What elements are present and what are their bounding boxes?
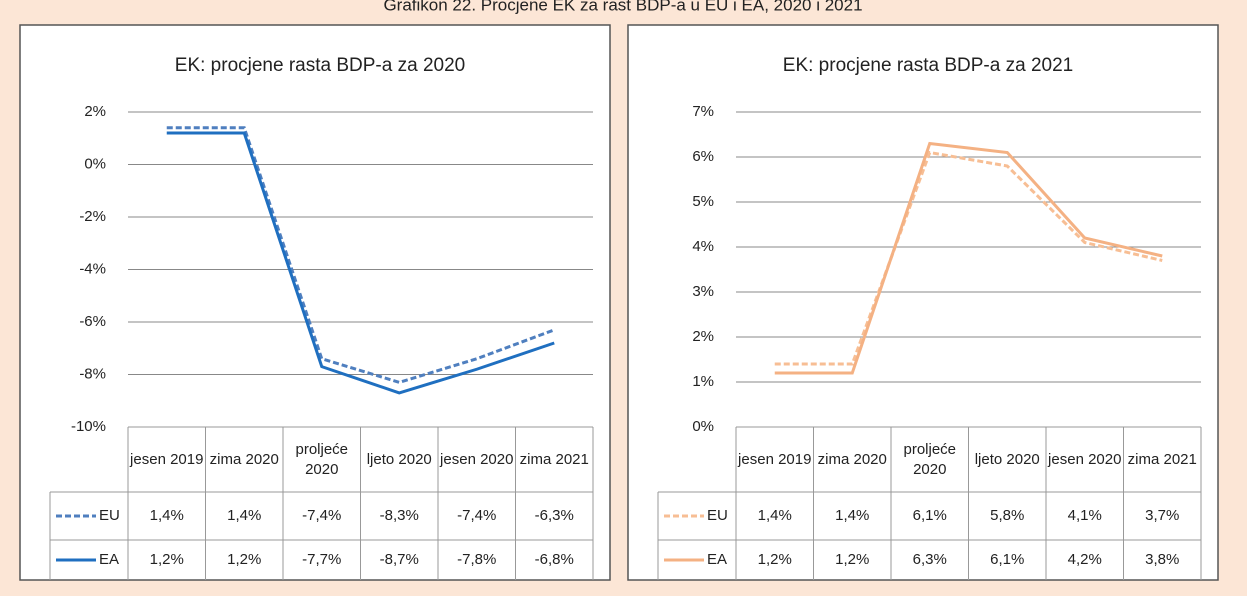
x-tick-cell: proljeće 2020 (295, 440, 349, 478)
y-tick-label: 3% (692, 283, 714, 300)
x-tick-label: ljeto 2020 (974, 450, 1040, 468)
value-label: 1,2% (835, 551, 869, 568)
value-label: 4,2% (1068, 551, 1102, 568)
y-tick-label: -8% (79, 365, 106, 382)
x-tick-cell: zima 2021 (1127, 450, 1197, 468)
panel-box (19, 24, 611, 581)
y-tick-label: -10% (71, 418, 106, 435)
x-tick-cell: jesen 2020 (1048, 450, 1122, 468)
value-label: 5,8% (990, 507, 1024, 524)
value-label: 6,1% (913, 507, 947, 524)
panel-box (627, 24, 1219, 581)
value-label: 1,2% (227, 551, 261, 568)
chart-panel: EK: procjene rasta BDP-a za 2020 2% 0% -2% -… (19, 24, 611, 581)
value-label: 3,8% (1145, 551, 1179, 568)
value-label: 1,4% (227, 507, 261, 524)
y-tick-label: -4% (79, 260, 106, 277)
y-tick-label: -2% (79, 208, 106, 225)
value-label: -7,4% (457, 507, 496, 524)
value-label: -8,7% (380, 551, 419, 568)
x-tick-label: jesen 2019 (738, 450, 812, 468)
y-tick-label: 6% (692, 148, 714, 165)
x-tick-cell: jesen 2020 (440, 450, 514, 468)
y-tick-label: 0% (84, 155, 106, 172)
x-tick-cell: zima 2020 (817, 450, 887, 468)
legend-label: EU (707, 507, 728, 524)
value-label: 1,4% (758, 507, 792, 524)
x-tick-cell: jesen 2019 (738, 450, 812, 468)
y-tick-label: 0% (692, 418, 714, 435)
series-line (166, 131, 555, 395)
figure-title: Grafikon 22. Procjene EK za rast BDP-a u… (383, 0, 862, 14)
x-tick-cell: ljeto 2020 (366, 450, 432, 468)
chart-title: EK: procjene rasta BDP-a za 2021 (783, 55, 1073, 76)
x-tick-label: zima 2021 (1127, 450, 1197, 468)
x-tick-label: jesen 2020 (440, 450, 514, 468)
x-tick-cell: zima 2020 (209, 450, 279, 468)
chart-title: EK: procjene rasta BDP-a za 2020 (175, 55, 465, 76)
series-line (774, 150, 1163, 366)
x-tick-cell: jesen 2019 (130, 450, 204, 468)
value-label: -7,7% (302, 551, 341, 568)
value-label: -8,3% (380, 507, 419, 524)
value-label: 1,4% (835, 507, 869, 524)
y-tick-label: 4% (692, 238, 714, 255)
legend-label: EU (99, 507, 120, 524)
value-label: 1,4% (150, 507, 184, 524)
value-label: 1,2% (150, 551, 184, 568)
value-label: -7,4% (302, 507, 341, 524)
y-tick-label: 7% (692, 103, 714, 120)
value-label: 6,3% (913, 551, 947, 568)
value-label: -7,8% (457, 551, 496, 568)
y-tick-label: 5% (692, 193, 714, 210)
x-tick-cell: ljeto 2020 (974, 450, 1040, 468)
value-label: 3,7% (1145, 507, 1179, 524)
x-tick-label: ljeto 2020 (366, 450, 432, 468)
chart-panel: EK: procjene rasta BDP-a za 2021 7% 6% 5% 4%… (627, 24, 1219, 581)
x-tick-label: zima 2021 (519, 450, 589, 468)
x-tick-label: jesen 2019 (130, 450, 204, 468)
value-label: 1,2% (758, 551, 792, 568)
series-line (774, 141, 1163, 375)
x-tick-cell: zima 2021 (519, 450, 589, 468)
y-tick-label: 2% (692, 328, 714, 345)
legend-label: EA (99, 551, 119, 568)
value-label: -6,8% (535, 551, 574, 568)
x-tick-label: proljeće 2020 (903, 440, 957, 478)
x-tick-label: proljeće 2020 (295, 440, 349, 478)
x-tick-label: zima 2020 (209, 450, 279, 468)
value-label: 4,1% (1068, 507, 1102, 524)
y-tick-label: 1% (692, 373, 714, 390)
x-tick-cell: proljeće 2020 (903, 440, 957, 478)
y-tick-label: -6% (79, 313, 106, 330)
value-label: 6,1% (990, 551, 1024, 568)
x-tick-label: zima 2020 (817, 450, 887, 468)
y-tick-label: 2% (84, 103, 106, 120)
series-line (166, 126, 555, 384)
legend-label: EA (707, 551, 727, 568)
x-tick-label: jesen 2020 (1048, 450, 1122, 468)
value-label: -6,3% (535, 507, 574, 524)
